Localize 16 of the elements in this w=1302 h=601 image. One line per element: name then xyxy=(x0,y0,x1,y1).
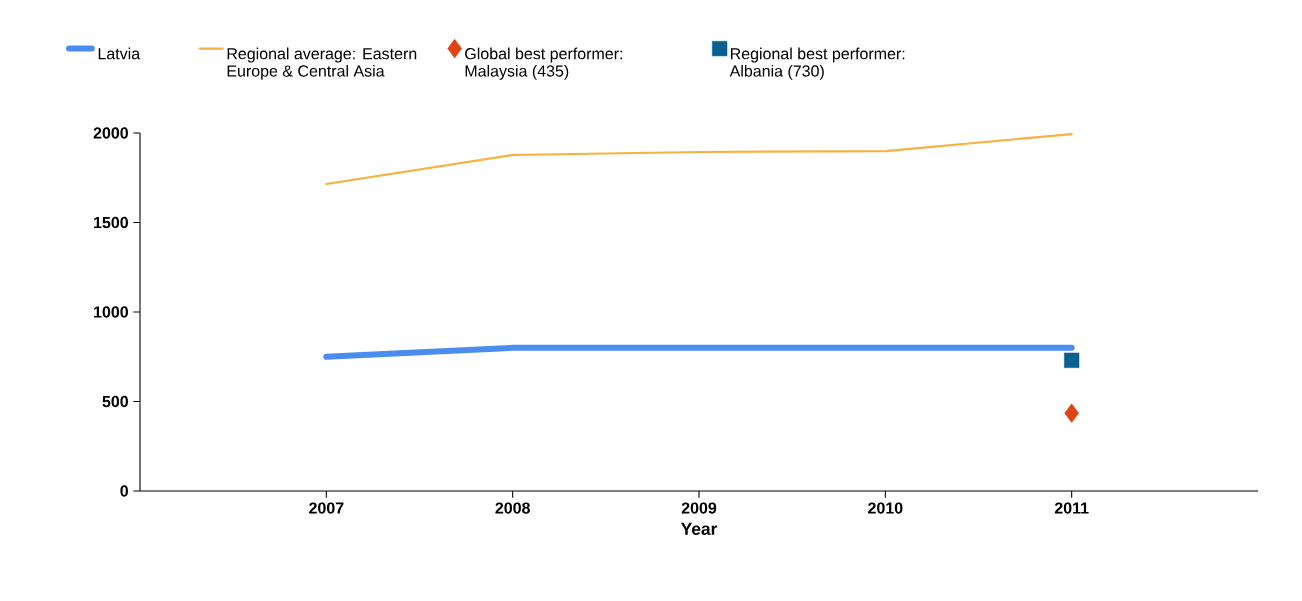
x-tick-label: 2009 xyxy=(681,502,717,514)
y-tick-label: 500 xyxy=(102,395,128,408)
x-tick-label: 2010 xyxy=(868,502,903,514)
legend-label: Regional best performer: Albania (730) xyxy=(729,47,905,80)
x-tick-label: 2008 xyxy=(495,502,530,514)
y-tick-label: 2000 xyxy=(93,127,128,139)
legend-label: Latvia xyxy=(98,47,141,60)
y-tick-label: 0 xyxy=(120,485,128,497)
y-tick-label: 1000 xyxy=(94,306,128,318)
x-axis-title: Year xyxy=(680,522,718,535)
y-tick-label: 1500 xyxy=(94,216,128,229)
legend-label: Global best performer: Malaysia (435) xyxy=(465,47,623,80)
x-tick-label: 2007 xyxy=(309,502,344,514)
legend-label: Regional average: Eastern Europe & Central Asia xyxy=(227,47,417,80)
x-tick-label: 2011 xyxy=(1054,502,1089,514)
line-series xyxy=(325,133,1073,186)
